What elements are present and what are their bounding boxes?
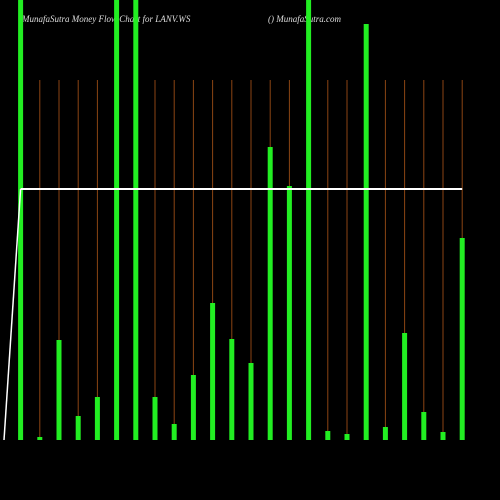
bar [229, 339, 235, 440]
bar [75, 416, 81, 440]
bar [286, 186, 292, 440]
bar [325, 431, 331, 440]
bar [37, 437, 43, 440]
bar [248, 363, 254, 440]
bar [171, 424, 177, 440]
bar [459, 238, 465, 440]
bar [210, 303, 216, 440]
bar [344, 434, 350, 440]
bar [363, 24, 369, 440]
bar [306, 0, 312, 440]
bar [114, 0, 120, 440]
bar [402, 333, 408, 440]
bar [152, 397, 158, 440]
bar [56, 340, 62, 440]
plot-area [18, 0, 465, 440]
bar [382, 427, 388, 440]
bar [18, 0, 24, 440]
chart-title: MunafaSutra Money Flow Chart for LANV.WS [21, 14, 191, 24]
bar [133, 0, 139, 440]
bar [94, 397, 100, 440]
bar [190, 375, 196, 440]
bar [440, 432, 446, 440]
chart-subtitle: () MunafaSutra.com [268, 14, 341, 24]
bar [267, 147, 273, 440]
bar [421, 412, 427, 440]
level-rise [3, 188, 22, 441]
